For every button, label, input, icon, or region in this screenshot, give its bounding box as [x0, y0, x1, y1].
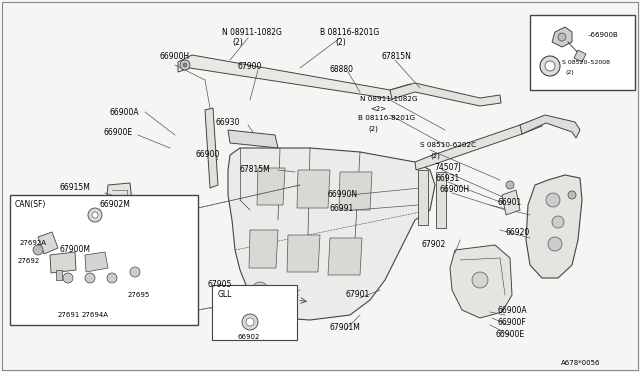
- Text: 66900A: 66900A: [498, 306, 527, 315]
- Bar: [212, 285, 297, 340]
- Text: B 08116-8201G: B 08116-8201G: [358, 115, 415, 121]
- Polygon shape: [50, 252, 76, 273]
- Text: S 08510-6202C: S 08510-6202C: [420, 142, 476, 148]
- Text: 66920: 66920: [505, 228, 529, 237]
- Polygon shape: [228, 148, 435, 320]
- Bar: [530, 15, 635, 90]
- Polygon shape: [418, 170, 428, 225]
- Text: 67815M: 67815M: [240, 165, 271, 174]
- Text: 66900: 66900: [196, 150, 220, 159]
- Text: B 08116-8201G: B 08116-8201G: [320, 28, 380, 37]
- Circle shape: [252, 282, 268, 298]
- Circle shape: [472, 272, 488, 288]
- Text: (2): (2): [565, 70, 573, 75]
- Polygon shape: [85, 252, 108, 272]
- Text: 66900E: 66900E: [104, 128, 133, 137]
- Polygon shape: [228, 130, 278, 148]
- Text: 67815N: 67815N: [382, 52, 412, 61]
- Text: 66990N: 66990N: [328, 190, 358, 199]
- Text: S 08520–52008: S 08520–52008: [562, 60, 610, 65]
- Text: 67900: 67900: [238, 62, 262, 71]
- Circle shape: [33, 245, 43, 255]
- Text: 74507J: 74507J: [434, 163, 461, 172]
- Polygon shape: [552, 27, 572, 47]
- Text: 66930: 66930: [215, 118, 239, 127]
- Circle shape: [246, 318, 254, 326]
- Polygon shape: [526, 175, 582, 278]
- Circle shape: [180, 60, 190, 70]
- Text: –66900B: –66900B: [588, 32, 619, 38]
- Polygon shape: [287, 235, 320, 272]
- Polygon shape: [38, 232, 58, 254]
- Text: N 08911-1082G: N 08911-1082G: [360, 96, 418, 102]
- Text: 67901: 67901: [345, 290, 369, 299]
- Polygon shape: [339, 172, 372, 210]
- Polygon shape: [249, 230, 278, 268]
- Text: 66902M: 66902M: [100, 200, 131, 209]
- Text: 66931: 66931: [436, 174, 460, 183]
- Circle shape: [183, 63, 187, 67]
- Text: <2>: <2>: [370, 106, 386, 112]
- Polygon shape: [415, 118, 542, 170]
- Polygon shape: [390, 83, 501, 106]
- Text: 27691: 27691: [58, 312, 81, 318]
- Text: (2): (2): [430, 152, 440, 158]
- Circle shape: [88, 208, 102, 222]
- Text: GLL: GLL: [218, 290, 232, 299]
- Text: 66900E: 66900E: [496, 330, 525, 339]
- Circle shape: [92, 212, 98, 218]
- Text: A678*0056: A678*0056: [561, 360, 600, 366]
- Circle shape: [568, 191, 576, 199]
- Text: 27695: 27695: [128, 292, 150, 298]
- Text: 66902: 66902: [238, 334, 260, 340]
- Text: 67902: 67902: [422, 240, 446, 249]
- Polygon shape: [436, 172, 446, 228]
- Circle shape: [284, 289, 296, 301]
- Text: N 08911-1082G: N 08911-1082G: [222, 28, 282, 37]
- Circle shape: [506, 181, 514, 189]
- Polygon shape: [108, 240, 132, 278]
- Text: 27692A: 27692A: [20, 240, 47, 246]
- Circle shape: [107, 273, 117, 283]
- Circle shape: [130, 267, 140, 277]
- Text: 67901M: 67901M: [330, 323, 361, 332]
- Circle shape: [545, 61, 555, 71]
- Text: 66991: 66991: [330, 204, 355, 213]
- Text: 66900H: 66900H: [440, 185, 470, 194]
- Polygon shape: [502, 190, 520, 215]
- Polygon shape: [450, 245, 512, 318]
- Polygon shape: [205, 108, 218, 188]
- Circle shape: [548, 237, 562, 251]
- Text: 66900H: 66900H: [160, 52, 190, 61]
- Polygon shape: [56, 270, 62, 280]
- Circle shape: [63, 273, 73, 283]
- Polygon shape: [105, 183, 134, 235]
- Polygon shape: [520, 115, 580, 138]
- Circle shape: [546, 193, 560, 207]
- Polygon shape: [328, 238, 362, 275]
- Circle shape: [552, 216, 564, 228]
- Circle shape: [558, 33, 566, 41]
- Polygon shape: [257, 168, 285, 205]
- Polygon shape: [297, 170, 330, 208]
- Text: 67905: 67905: [208, 280, 232, 289]
- Text: 66900A: 66900A: [110, 108, 140, 117]
- Text: 27694A: 27694A: [82, 312, 109, 318]
- Text: (2): (2): [335, 38, 346, 47]
- Polygon shape: [574, 50, 586, 62]
- Text: (2): (2): [368, 125, 378, 131]
- Text: 67900M: 67900M: [60, 245, 91, 254]
- Circle shape: [85, 273, 95, 283]
- Text: 27692: 27692: [18, 258, 40, 264]
- Text: (2): (2): [232, 38, 243, 47]
- Polygon shape: [178, 55, 412, 99]
- Text: 66901: 66901: [498, 198, 522, 207]
- Circle shape: [242, 314, 258, 330]
- Text: CAN(SF): CAN(SF): [15, 200, 46, 209]
- Text: 66900F: 66900F: [498, 318, 527, 327]
- Circle shape: [540, 56, 560, 76]
- Text: 68880: 68880: [330, 65, 354, 74]
- Bar: [10, 195, 198, 325]
- Text: 66915M: 66915M: [60, 183, 91, 192]
